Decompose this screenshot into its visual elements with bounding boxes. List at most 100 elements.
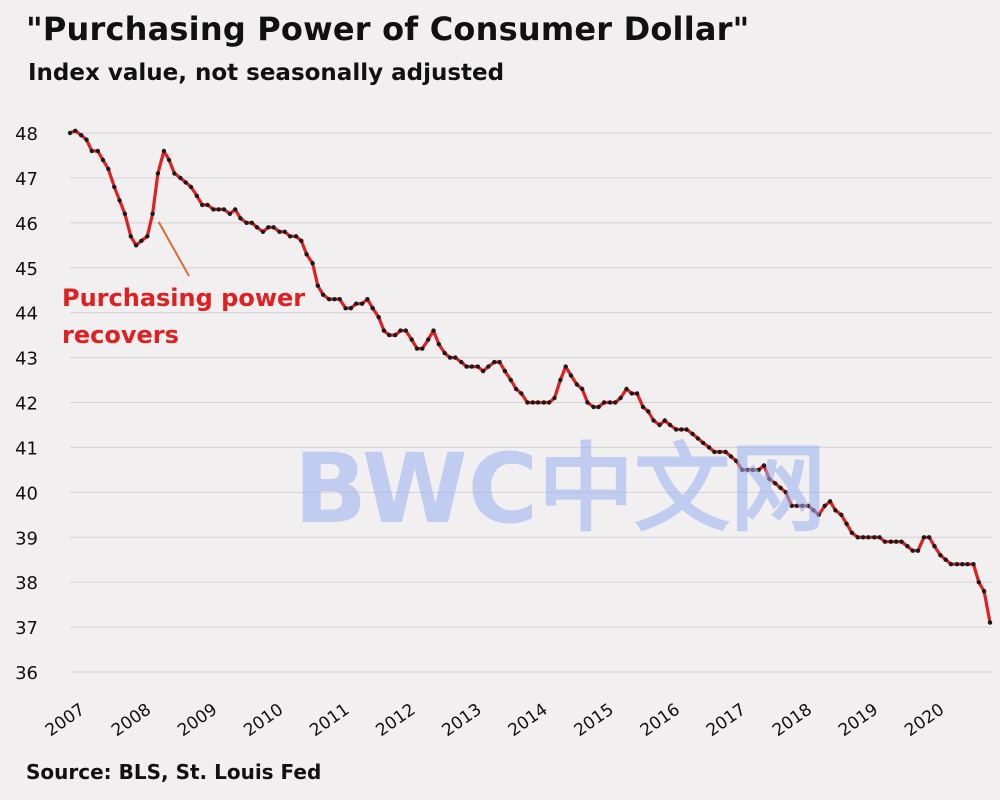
data-point xyxy=(844,521,849,526)
x-tick-label: 2015 xyxy=(571,700,618,741)
y-tick-label: 45 xyxy=(15,259,38,280)
data-point xyxy=(508,377,513,383)
data-point xyxy=(271,225,276,230)
data-point xyxy=(773,481,778,486)
data-point xyxy=(106,166,111,172)
data-point xyxy=(624,386,629,392)
data-point xyxy=(794,503,800,508)
data-point xyxy=(530,400,535,405)
data-point xyxy=(370,306,375,311)
y-tick-label: 41 xyxy=(15,438,38,459)
y-tick-label: 40 xyxy=(15,483,38,504)
data-point xyxy=(574,382,580,387)
data-point xyxy=(139,238,144,243)
data-point xyxy=(525,400,530,405)
data-point xyxy=(337,297,342,302)
y-tick-label: 37 xyxy=(15,618,38,639)
data-point xyxy=(646,409,651,414)
data-point xyxy=(200,202,205,208)
data-point xyxy=(431,328,436,333)
data-point xyxy=(233,207,238,212)
data-point xyxy=(502,368,508,374)
data-point xyxy=(293,234,299,239)
data-point xyxy=(866,535,871,540)
data-point xyxy=(657,422,662,428)
data-point xyxy=(414,346,420,351)
data-point xyxy=(365,297,370,302)
data-point xyxy=(188,184,194,190)
x-tick-label: 2007 xyxy=(42,700,89,741)
data-point xyxy=(150,211,155,216)
data-point xyxy=(254,225,260,230)
data-point xyxy=(855,535,860,540)
data-point xyxy=(789,503,794,508)
y-tick-label: 46 xyxy=(15,214,38,235)
data-point xyxy=(877,535,882,540)
data-point xyxy=(492,359,497,365)
series-points-group xyxy=(67,128,993,625)
data-point xyxy=(249,220,254,225)
data-point xyxy=(905,544,910,549)
x-tick-label: 2017 xyxy=(703,700,750,741)
y-tick-label: 48 xyxy=(15,124,38,145)
data-point xyxy=(332,297,337,302)
y-tick-label: 43 xyxy=(15,349,38,370)
data-point xyxy=(618,395,623,401)
data-point xyxy=(442,350,447,356)
data-point xyxy=(376,315,381,320)
data-point xyxy=(684,427,689,432)
data-point xyxy=(513,386,519,392)
data-point xyxy=(811,508,816,513)
y-axis-ticks: 36 37 38 39 40 41 42 43 44 45 46 47 48 xyxy=(15,124,38,684)
data-point xyxy=(921,535,927,540)
data-point xyxy=(497,359,502,365)
data-point xyxy=(403,328,408,333)
data-point xyxy=(965,562,970,567)
data-point xyxy=(475,364,480,369)
x-tick-label: 2013 xyxy=(439,700,486,741)
data-point xyxy=(348,306,354,311)
data-point xyxy=(287,234,293,239)
data-point xyxy=(667,422,673,428)
data-point xyxy=(453,355,458,360)
data-point xyxy=(304,252,309,257)
data-point xyxy=(326,297,332,302)
data-point xyxy=(541,400,547,405)
data-point xyxy=(558,377,563,383)
annotation-group: Purchasing power recovers xyxy=(62,221,305,349)
data-point xyxy=(723,449,728,455)
y-tick-label: 47 xyxy=(15,169,38,190)
data-point xyxy=(469,364,474,369)
x-axis-ticks: 2007 2008 2009 2010 2011 2012 2013 2014 2015 2016… xyxy=(42,700,948,741)
data-point xyxy=(822,503,827,508)
watermark-text: BWC中文网 xyxy=(294,433,826,545)
data-point xyxy=(426,337,431,342)
data-point xyxy=(315,283,320,288)
data-point xyxy=(899,539,904,544)
data-point xyxy=(244,220,249,225)
y-tick-label: 39 xyxy=(15,528,38,549)
data-point xyxy=(839,512,844,517)
data-point xyxy=(133,243,139,248)
data-point xyxy=(849,530,855,535)
data-point xyxy=(927,535,932,540)
data-point xyxy=(954,562,960,567)
data-point xyxy=(613,400,618,405)
data-point xyxy=(756,467,761,473)
data-point xyxy=(216,207,221,212)
data-point xyxy=(387,332,392,338)
data-point xyxy=(178,175,183,181)
data-point xyxy=(112,184,117,190)
data-point xyxy=(166,157,172,163)
data-point xyxy=(745,467,750,473)
data-point xyxy=(894,539,899,544)
data-point xyxy=(393,332,398,338)
data-point xyxy=(172,171,177,176)
data-point xyxy=(872,535,877,540)
annotation-text: Purchasing power xyxy=(62,284,305,312)
x-tick-label: 2020 xyxy=(901,700,948,741)
source-note: Source: BLS, St. Louis Fed xyxy=(26,760,322,784)
data-point xyxy=(122,211,128,216)
data-point xyxy=(277,229,282,234)
chart-subtitle: Index value, not seasonally adjusted xyxy=(28,60,505,86)
